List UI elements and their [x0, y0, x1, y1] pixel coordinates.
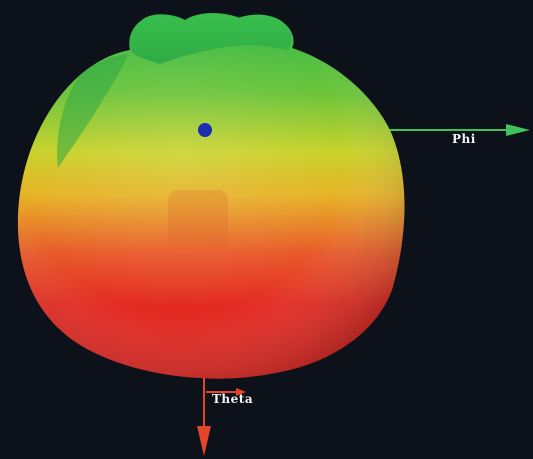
top-lobe-ridge — [130, 13, 292, 64]
lobe-shading — [17, 13, 405, 379]
arrow-down-icon — [197, 378, 211, 456]
surface-texture — [168, 190, 228, 250]
arrow-right-icon — [390, 124, 530, 136]
phi-axis-label: Phi — [452, 132, 476, 146]
theta-axis-label: Theta — [212, 392, 254, 406]
theta-small-arrow — [206, 388, 246, 396]
dot-icon — [198, 123, 212, 137]
side-lobe-fold — [56, 54, 129, 168]
